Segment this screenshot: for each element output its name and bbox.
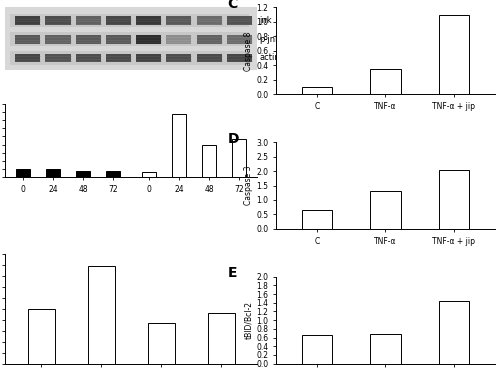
Bar	[76, 171, 90, 177]
Text: C: C	[228, 0, 238, 11]
Bar	[16, 169, 30, 177]
Bar	[15, 35, 40, 44]
Bar	[10, 32, 250, 46]
Bar	[76, 16, 101, 25]
Text: p-jnk: p-jnk	[260, 35, 280, 44]
Bar	[302, 335, 332, 364]
Bar	[438, 301, 470, 364]
Bar	[10, 14, 250, 27]
Bar	[15, 53, 40, 62]
Bar	[136, 53, 161, 62]
Bar	[76, 35, 101, 44]
Bar	[227, 16, 252, 25]
Y-axis label: Caspase 3: Caspase 3	[244, 166, 254, 205]
Y-axis label: tBID/Bcl-2: tBID/Bcl-2	[244, 301, 254, 339]
Text: jnk: jnk	[260, 16, 272, 25]
Text: D: D	[228, 132, 239, 146]
Bar	[106, 16, 131, 25]
Bar	[196, 16, 222, 25]
Bar	[370, 69, 401, 94]
Bar	[46, 169, 60, 177]
Bar	[196, 53, 222, 62]
Bar	[227, 35, 252, 44]
Bar	[202, 145, 216, 177]
Bar	[208, 313, 234, 364]
Bar	[142, 172, 156, 177]
Bar	[28, 309, 54, 364]
Bar	[76, 53, 101, 62]
Bar	[10, 51, 250, 65]
Text: E: E	[228, 266, 237, 280]
Bar	[196, 35, 222, 44]
Text: actin: actin	[260, 53, 280, 62]
Bar	[232, 139, 246, 177]
Bar	[370, 191, 401, 229]
Bar	[166, 35, 192, 44]
Bar	[136, 16, 161, 25]
Bar	[302, 87, 332, 94]
Bar	[302, 210, 332, 229]
Bar	[148, 322, 174, 364]
Bar	[166, 16, 192, 25]
Bar	[88, 266, 115, 364]
Bar	[106, 53, 131, 62]
Bar	[46, 35, 70, 44]
Bar	[46, 16, 70, 25]
Bar	[106, 171, 120, 177]
Bar	[46, 53, 70, 62]
Bar	[438, 15, 470, 94]
Bar	[136, 35, 161, 44]
Bar	[227, 53, 252, 62]
Bar	[172, 114, 186, 177]
Bar	[15, 16, 40, 25]
Y-axis label: Caspase 8: Caspase 8	[244, 31, 254, 70]
Bar	[106, 35, 131, 44]
Bar	[370, 334, 401, 364]
Bar	[438, 170, 470, 229]
Bar	[166, 53, 192, 62]
